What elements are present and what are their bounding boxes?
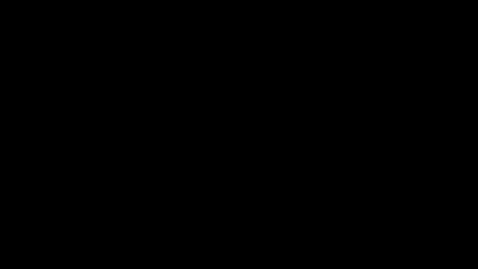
- Text: Considering these expressions, the equivalent circuit of an induction machine ca: Considering these expressions, the equiv…: [39, 219, 478, 244]
- Text: $E_2' = u\, E_{20}$: $E_2' = u\, E_{20}$: [209, 117, 269, 135]
- Text: $X_2' = u^2\, X_2$: $X_2' = u^2\, X_2$: [208, 198, 270, 218]
- Text: Equivalent Circuit: Equivalent Circuit: [127, 12, 351, 32]
- Text: In order to simplify the calculation of motor parameters, rotor side voltage, cu: In order to simplify the calculation of …: [39, 48, 478, 87]
- Text: $r_2' = u^2\, r_2$: $r_2' = u^2\, r_2$: [212, 176, 266, 196]
- Text: $i_2' = \dfrac{i_2}{u}$: $i_2' = \dfrac{i_2}{u}$: [218, 143, 260, 175]
